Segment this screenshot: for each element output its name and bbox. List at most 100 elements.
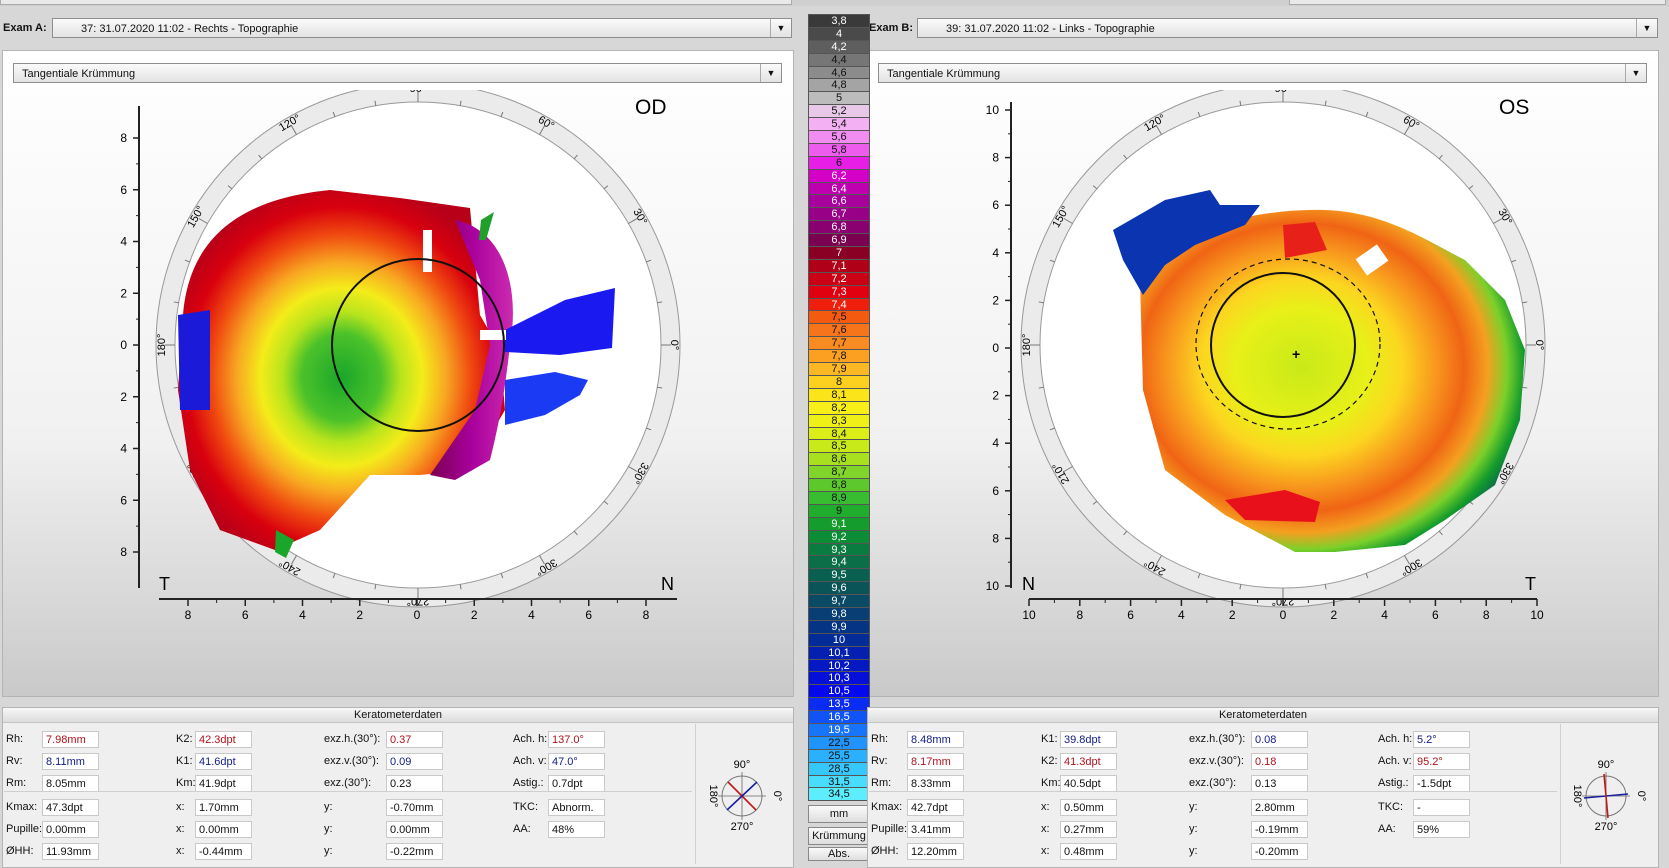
exam-a-select[interactable]: 37: 31.07.2020 11:02 - Rechts - Topograp… [52, 18, 792, 38]
scale-cell: 10,5 [808, 684, 870, 697]
color-scale: 3,8 4 4,2 4,4 4,6 4,8 5 5,2 5,4 5,6 5,8 6 6,2 6,4 6,6 6… [808, 14, 870, 862]
unit-button[interactable]: mm [808, 805, 870, 824]
chevron-down-icon[interactable]: ▼ [1636, 19, 1657, 37]
ker-label: K2: [1041, 755, 1058, 767]
absolute-scale-button[interactable]: Abs. [808, 847, 870, 862]
right-letter: N [661, 574, 674, 594]
top-tab-right[interactable] [1289, 0, 1666, 5]
angle-tick [198, 218, 208, 224]
scale-cell: 4,4 [808, 52, 870, 66]
scale-cell: 9,4 [808, 555, 870, 568]
exam-b-select[interactable]: 39: 31.07.2020 11:02 - Links - Topograph… [917, 18, 1658, 38]
angle-tick [646, 259, 652, 263]
ker-label: Ach. h: [1378, 733, 1413, 745]
angle-tick [258, 154, 263, 160]
ker-label: Km: [1041, 777, 1061, 789]
scale-cell: 8,9 [808, 490, 870, 504]
scale-cell: 8,3 [808, 413, 870, 427]
ker-label: x: [1041, 845, 1050, 857]
map-b-mode-select[interactable]: Tangentiale Krümmung ▼ [878, 63, 1647, 83]
ker-label: Km: [176, 777, 196, 789]
angle-tick [1324, 100, 1327, 106]
x-tick-label: 8 [643, 608, 650, 622]
scale-cell: 9,7 [808, 594, 870, 607]
x-tick-label: 0 [1280, 608, 1287, 622]
y-tick-label: 8 [120, 545, 127, 559]
axis-ticks: 10 8 6 4 2 0 2 4 6 8 10 10 8 6 4 2 0 2 4 6 8 10 [986, 103, 1544, 622]
scale-cell: 8,7 [808, 465, 870, 478]
scale-cell: 8,6 [808, 452, 870, 465]
ker-label: Ach. h: [513, 733, 548, 745]
ker-value: - [1413, 799, 1470, 816]
scale-cell: 9,6 [808, 581, 870, 594]
scale-cell: 5,6 [808, 130, 870, 143]
ker-value: 0.7dpt [548, 775, 605, 792]
y-tick-label: 10 [986, 579, 1000, 593]
angle-tick [1522, 301, 1528, 304]
scale-cell: 6,4 [808, 181, 870, 195]
angle-tick [657, 301, 663, 304]
chevron-down-icon[interactable]: ▼ [760, 64, 781, 82]
angle-tick [1404, 555, 1410, 565]
chevron-down-icon[interactable]: ▼ [1625, 64, 1646, 82]
angle-tick [1063, 218, 1073, 224]
blue-region-nasal [505, 288, 615, 355]
scale-cell: 7,3 [808, 284, 870, 298]
angle-tick [500, 111, 504, 117]
topography-map-a[interactable]: 90°60°30°0°330°300°270°240°210°180°150°1… [0, 90, 800, 670]
notch [423, 230, 432, 272]
eye-label: OD [635, 96, 667, 119]
curvature-mode-button[interactable]: Krümmung [808, 827, 870, 846]
scale-cell: 5,2 [808, 104, 870, 117]
x-tick-label: 4 [1381, 608, 1388, 622]
topography-map-b[interactable]: 90°60°30°0°330°300°270°240°210°180°150°1… [865, 90, 1665, 670]
y-tick-label: 4 [992, 246, 999, 260]
scale-cell: 8,5 [808, 439, 870, 452]
y-tick-label: 0 [992, 341, 999, 355]
ker-label: ØHH: [6, 845, 34, 857]
pupil-circle [331, 258, 505, 432]
scale-cell: 9,5 [808, 568, 870, 581]
axis-label-bottom: 270° [1595, 821, 1618, 830]
ker-value: 41.9dpt [195, 775, 252, 792]
red-region-top [1283, 222, 1327, 258]
scale-cell: 8,1 [808, 387, 870, 401]
y-tick-label: 6 [992, 198, 999, 212]
ker-value: 0.13 [1251, 775, 1308, 792]
ker-label: y: [324, 801, 333, 813]
exam-a-select-value: 37: 31.07.2020 11:02 - Rechts - Topograp… [81, 23, 299, 35]
axis-ticks: 8 6 4 2 0 2 4 6 8 8 6 4 2 0 2 4 6 8 [120, 131, 649, 622]
blue-region-temporal [1113, 190, 1260, 295]
x-tick-label: 2 [471, 608, 478, 622]
chevron-down-icon[interactable]: ▼ [770, 19, 791, 37]
axis-diagram-a: 90° 270° 180° 0° [707, 759, 782, 830]
angle-tick [1156, 125, 1162, 135]
angle-tick [1324, 584, 1327, 590]
ker-label: TKC: [513, 801, 539, 813]
angle-tick [1156, 555, 1162, 565]
ker-label: ØHH: [871, 845, 899, 857]
ker-value: 0.00mm [42, 821, 99, 838]
top-tab-left[interactable] [0, 0, 792, 5]
notch [480, 330, 506, 340]
exam-a-label: Exam A: [3, 22, 47, 34]
ker-value: 59% [1413, 821, 1470, 838]
scale-cell: 6,6 [808, 194, 870, 207]
scale-cell: 13,5 [808, 697, 870, 710]
scale-cell: 9,9 [808, 619, 870, 633]
ker-value: -1.5dpt [1413, 775, 1470, 792]
angle-label: 180° [156, 334, 168, 357]
scale-cell: 31,5 [808, 774, 870, 788]
x-tick-label: 6 [585, 608, 592, 622]
ker-value: 0.08 [1251, 731, 1308, 748]
ker-label: Rv: [6, 755, 23, 767]
map-a-mode-select[interactable]: Tangentiale Krümmung ▼ [13, 63, 782, 83]
y-tick-label: 2 [992, 293, 999, 307]
divider [4, 791, 692, 792]
angle-label: 0° [668, 340, 680, 351]
scale-cell: 4,8 [808, 78, 870, 91]
ker-value: 3.41mm [907, 821, 964, 838]
scale-cell: 9 [808, 503, 870, 517]
angle-tick [1092, 185, 1098, 190]
steep-region [430, 220, 513, 480]
